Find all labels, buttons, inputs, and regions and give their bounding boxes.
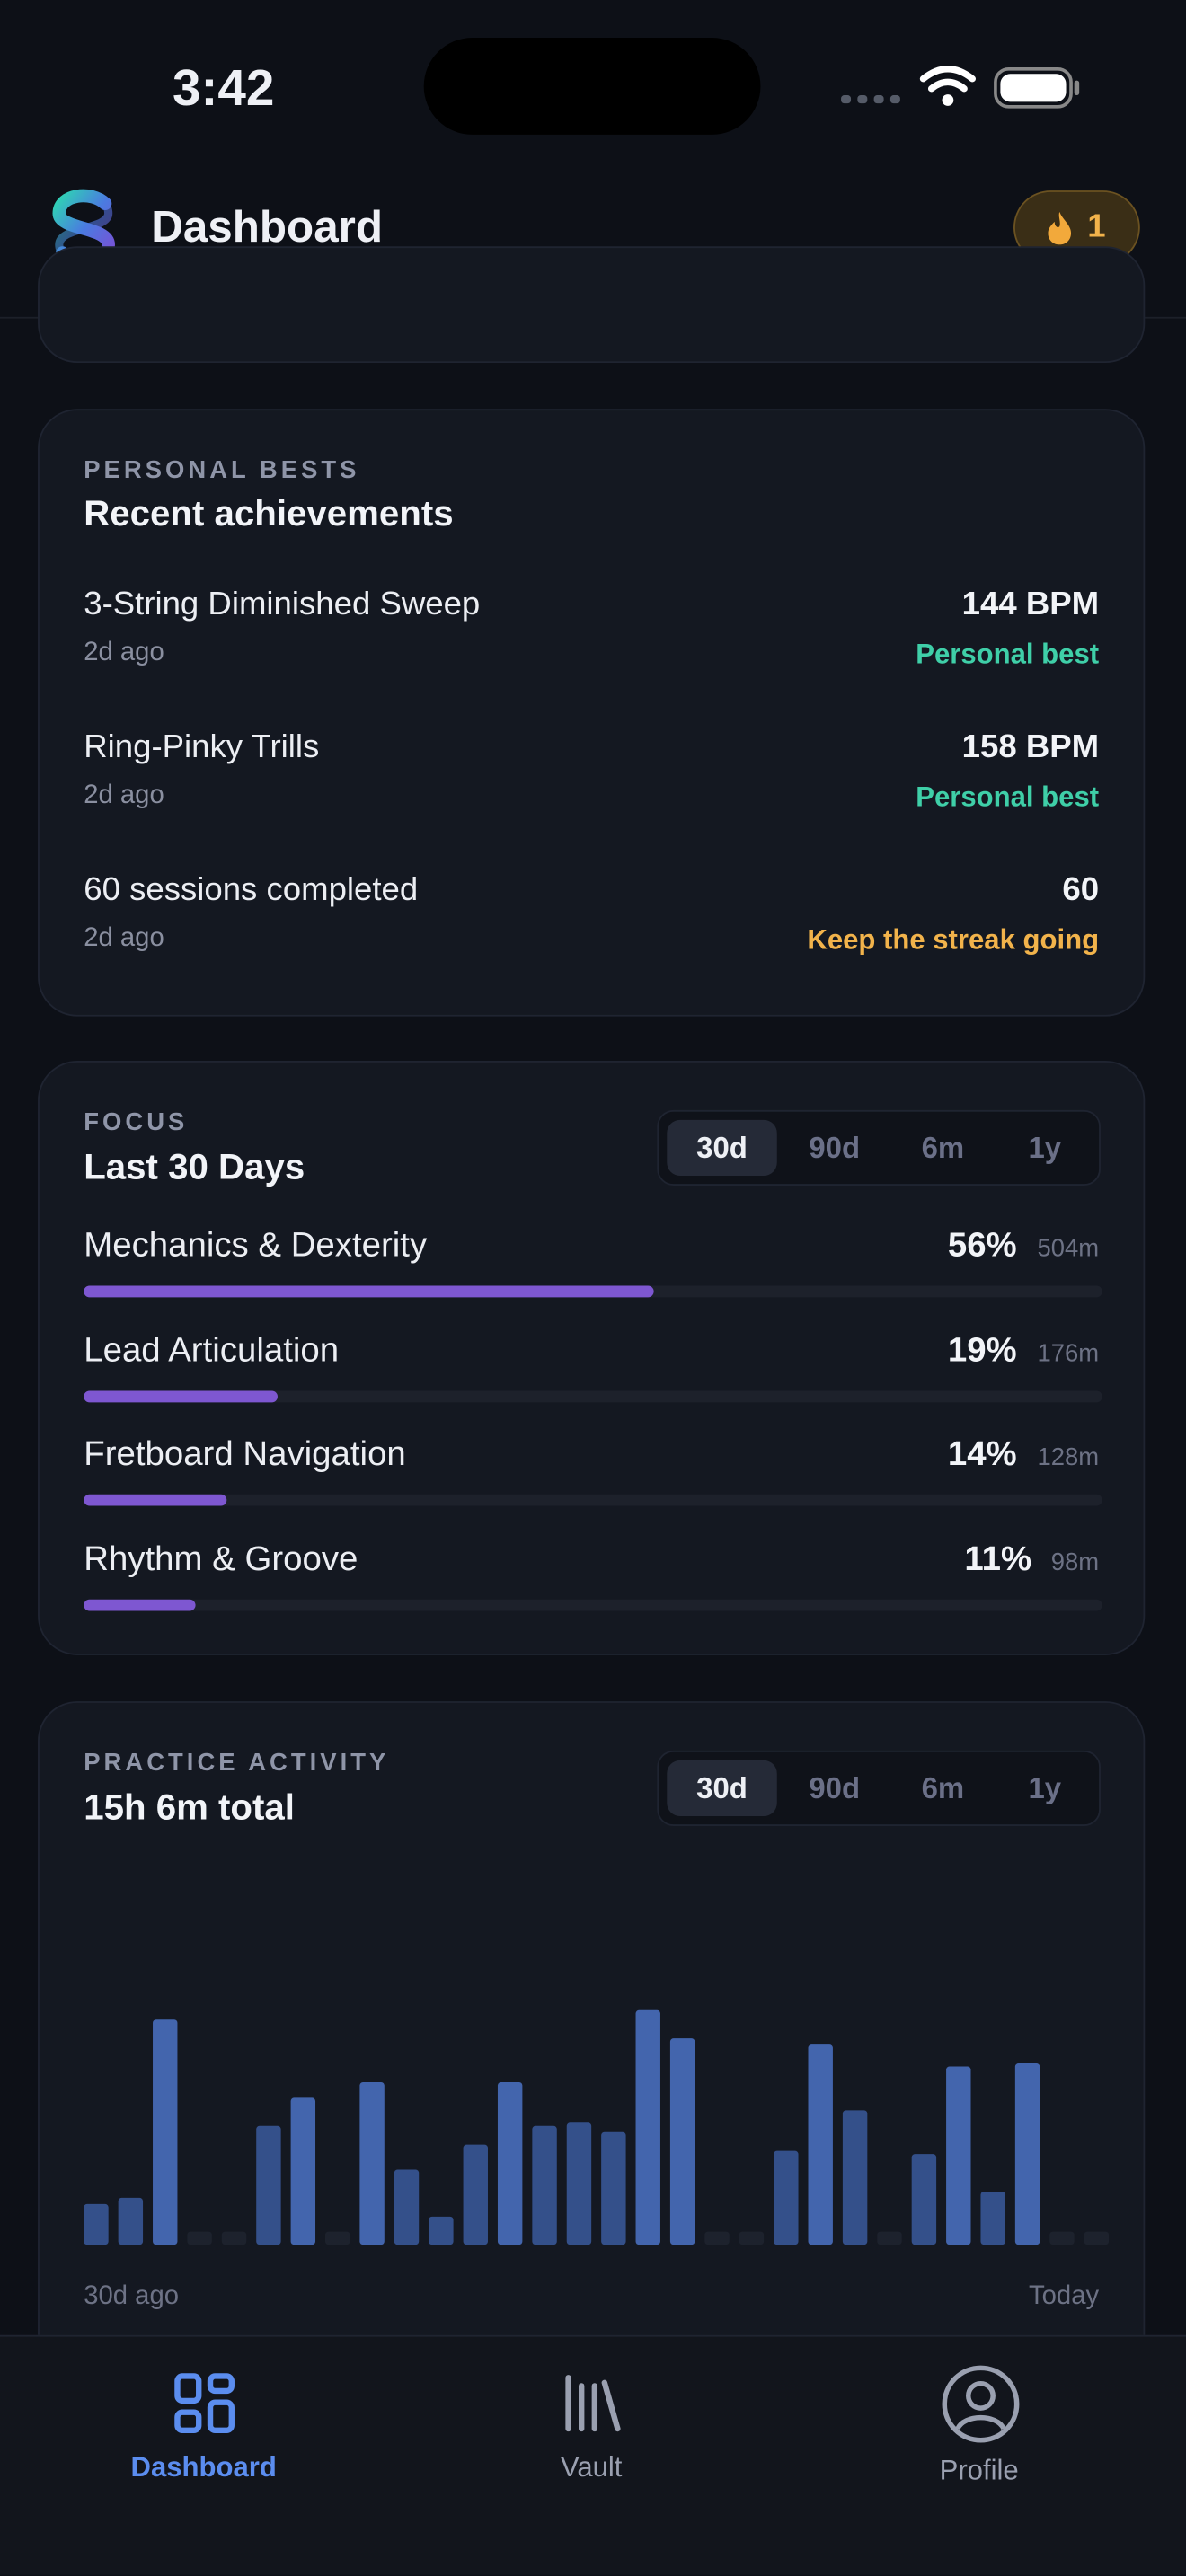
range-tab[interactable]: 1y	[1028, 1131, 1062, 1165]
activity-bar	[429, 2216, 454, 2245]
progress-track	[84, 1389, 1102, 1402]
range-tab[interactable]: 30d	[667, 1760, 777, 1817]
achievement-time: 2d ago	[84, 924, 164, 953]
section-label: FOCUS	[84, 1108, 189, 1137]
tab-label[interactable]: Profile	[939, 2455, 1019, 2486]
axis-end: Today	[1029, 2282, 1100, 2311]
tab-label[interactable]: Vault	[560, 2451, 623, 2483]
vault-icon	[565, 2375, 621, 2432]
range-tab[interactable]: 6m	[921, 1771, 965, 1805]
progress-bar	[84, 1389, 278, 1402]
achievement-value: 144 BPM	[961, 586, 1100, 622]
section-title: Recent achievements	[84, 492, 454, 534]
activity-bar	[497, 2081, 523, 2245]
activity-bar	[980, 2191, 1005, 2245]
profile-icon	[942, 2365, 1020, 2443]
focus-minutes: 128m	[1037, 1443, 1100, 1472]
activity-bar	[911, 2154, 937, 2245]
range-tab[interactable]: 90d	[809, 1771, 861, 1805]
axis-start: 30d ago	[84, 2282, 179, 2311]
activity-bar	[566, 2122, 592, 2245]
activity-bar	[290, 2097, 316, 2245]
activity-bar	[877, 2231, 902, 2245]
tab-bar: Dashboard Vault Profile	[0, 2334, 1186, 2575]
progress-track	[84, 1598, 1102, 1610]
activity-bar	[601, 2131, 626, 2245]
activity-bar	[704, 2231, 730, 2245]
focus-minutes: 98m	[1050, 1548, 1100, 1576]
achievement-note: Personal best	[916, 639, 1100, 670]
personal-bests-card: PERSONAL BESTS Recent achievements 3-Str…	[38, 409, 1146, 1017]
activity-bar	[739, 2231, 765, 2245]
section-title: 15h 6m total	[84, 1786, 295, 1828]
activity-bar	[118, 2197, 144, 2245]
dashboard-icon	[174, 2373, 235, 2434]
activity-bar	[221, 2231, 247, 2245]
activity-bar	[324, 2231, 350, 2245]
focus-name: Mechanics & Dexterity	[84, 1226, 428, 1265]
achievement-name: 3-String Diminished Sweep	[84, 586, 481, 622]
flame-icon	[1048, 211, 1072, 245]
progress-track	[84, 1285, 1102, 1298]
achievement-value: 60	[1062, 871, 1100, 909]
activity-bar	[532, 2125, 557, 2245]
achievement-time: 2d ago	[84, 781, 164, 810]
focus-percent: 11%	[964, 1539, 1032, 1578]
section-label: PERSONAL BESTS	[84, 456, 360, 485]
activity-card: PRACTICE ACTIVITY 15h 6m total 30d 90d 6m 1…	[38, 1701, 1146, 2391]
activity-chart	[84, 2009, 1110, 2245]
activity-bar	[359, 2081, 385, 2245]
range-tabs: 30d 90d 6m 1y	[657, 1109, 1101, 1186]
activity-bar	[1084, 2231, 1110, 2245]
focus-card: FOCUS Last 30 Days 30d 90d 6m 1y Mechanics …	[38, 1061, 1146, 1655]
status-time: 3:42	[172, 58, 275, 117]
card-cut	[38, 246, 1146, 364]
range-tab[interactable]: 1y	[1028, 1771, 1062, 1805]
page-title: Dashboard	[151, 201, 384, 251]
activity-bar	[635, 2009, 660, 2245]
focus-minutes: 504m	[1037, 1234, 1100, 1263]
focus-percent: 56%	[947, 1226, 1017, 1265]
range-tab[interactable]: 6m	[921, 1131, 965, 1165]
progress-bar	[84, 1285, 654, 1298]
activity-bar	[842, 2110, 868, 2245]
streak-count: 1	[1087, 208, 1106, 245]
achievement-time: 2d ago	[84, 639, 164, 667]
activity-bar	[394, 2169, 420, 2245]
achievement-value: 158 BPM	[961, 728, 1100, 765]
progress-bar	[84, 1494, 226, 1506]
achievement-note: Personal best	[916, 781, 1100, 813]
activity-bar	[187, 2231, 212, 2245]
achievement-name: 60 sessions completed	[84, 871, 419, 909]
activity-bar	[946, 2066, 971, 2245]
focus-name: Rhythm & Groove	[84, 1539, 358, 1578]
range-tab[interactable]: 30d	[667, 1119, 777, 1177]
focus-minutes: 176m	[1037, 1338, 1100, 1368]
activity-bar	[1014, 2063, 1040, 2245]
activity-bar	[669, 2038, 695, 2245]
focus-percent: 14%	[947, 1434, 1017, 1473]
section-title: Last 30 Days	[84, 1146, 305, 1187]
range-tab[interactable]: 90d	[809, 1131, 861, 1165]
activity-bar	[256, 2125, 281, 2245]
achievement-name: Ring-Pinky Trills	[84, 728, 320, 765]
achievement-note: Keep the streak going	[807, 924, 1100, 957]
status-icons	[841, 66, 1080, 109]
section-label: PRACTICE ACTIVITY	[84, 1749, 390, 1778]
focus-percent: 19%	[947, 1330, 1017, 1369]
progress-bar	[84, 1598, 196, 1610]
focus-name: Fretboard Navigation	[84, 1434, 406, 1473]
tab-label[interactable]: Dashboard	[130, 2451, 277, 2483]
dynamic-island	[423, 38, 761, 135]
range-tabs: 30d 90d 6m 1y	[657, 1750, 1101, 1827]
progress-track	[84, 1494, 1102, 1506]
focus-name: Lead Articulation	[84, 1330, 340, 1369]
activity-bar	[463, 2144, 488, 2245]
activity-bar	[808, 2044, 833, 2245]
activity-bar	[84, 2203, 109, 2245]
activity-bar	[153, 2019, 178, 2245]
activity-bar	[1049, 2231, 1075, 2245]
activity-bar	[774, 2150, 799, 2245]
